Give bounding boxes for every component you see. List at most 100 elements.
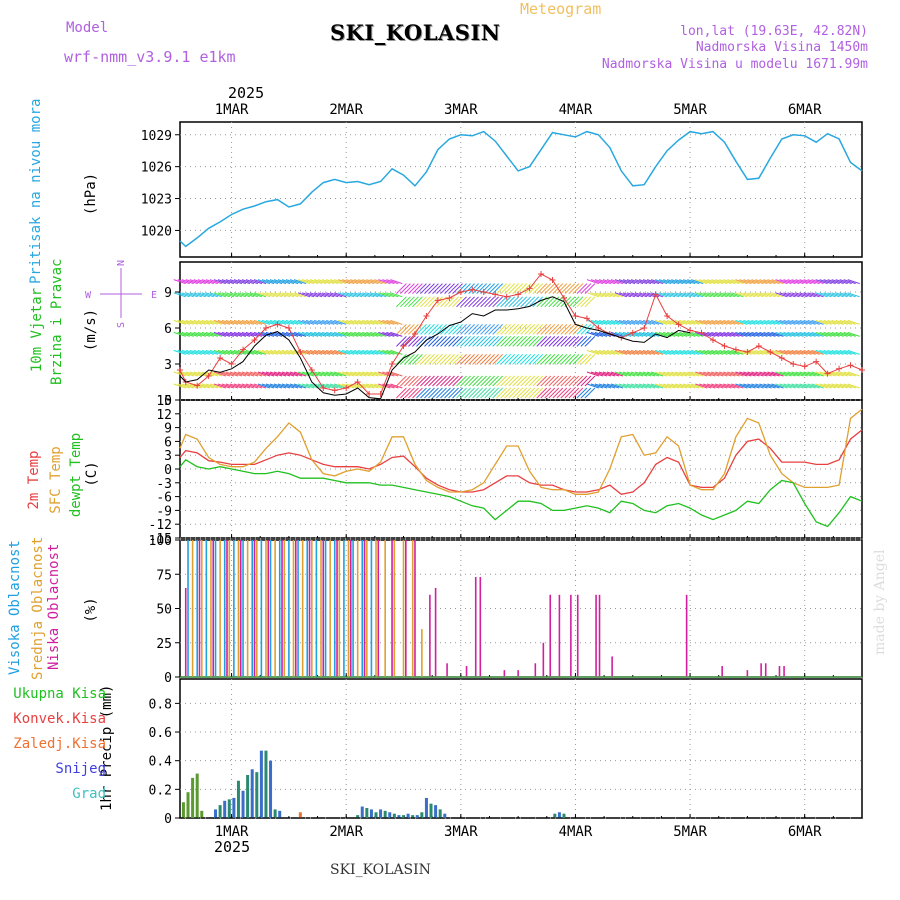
wind-barb — [544, 324, 556, 335]
wind-barb — [614, 349, 628, 355]
wind-barb — [305, 331, 319, 337]
wind-barb — [480, 375, 491, 387]
wind-barb — [420, 324, 431, 335]
wind-barb — [237, 319, 251, 325]
legend-snow: Snijeg — [55, 761, 106, 777]
wind-barb — [791, 349, 804, 355]
wind-barb — [317, 383, 331, 389]
wind-barb — [424, 336, 435, 347]
wind-barb — [366, 319, 379, 325]
y-tick-label: 0.6 — [149, 726, 172, 741]
wind-barb — [484, 354, 495, 365]
wind-barb — [512, 387, 524, 399]
wind-barb — [197, 319, 210, 325]
wind-barb — [370, 371, 383, 377]
wind-barb — [209, 331, 222, 337]
wind-barb — [755, 349, 768, 355]
wind-barb — [715, 331, 728, 337]
wind-barb — [416, 336, 427, 347]
wind-barb — [739, 292, 752, 298]
wind-barb — [456, 354, 467, 365]
wind-barb — [249, 292, 263, 298]
y-tick-label: -15 — [149, 532, 172, 547]
wind-barb — [532, 283, 544, 294]
wind-barb — [642, 319, 656, 325]
wind-barb — [675, 349, 688, 355]
wind-barb — [819, 331, 832, 337]
wind-barb — [330, 292, 343, 298]
wind-barb — [683, 383, 696, 389]
wind-barb — [504, 354, 516, 365]
wind-barb — [823, 383, 836, 389]
wind-barb — [667, 349, 680, 355]
wind-barb — [552, 354, 564, 365]
wind-barb — [436, 354, 447, 365]
wind-barb — [229, 331, 243, 337]
wind-barb — [630, 349, 644, 355]
wind-barb — [576, 283, 588, 294]
wind-barb — [560, 387, 572, 399]
wind-barb — [598, 292, 612, 298]
wind-barb — [452, 283, 463, 294]
wind-barb — [472, 283, 483, 294]
wind-barb — [568, 336, 580, 347]
wind-barb — [528, 283, 540, 294]
wind-gust-marker — [492, 291, 499, 298]
wind-barb — [815, 383, 828, 389]
wind-barb — [500, 296, 512, 308]
wind-barb — [205, 319, 218, 325]
wind-barb — [679, 319, 692, 325]
wind-barb — [548, 324, 560, 335]
wind-barb — [622, 383, 636, 389]
wind-barb — [273, 383, 287, 389]
wind-barb — [723, 371, 736, 377]
wind-barb — [743, 279, 756, 285]
wind-barb — [492, 387, 504, 399]
wind-barb — [586, 371, 600, 377]
wind-barb — [317, 349, 331, 355]
wind-barb — [424, 375, 435, 387]
wind-gust-marker — [629, 329, 636, 336]
wind-barb — [508, 387, 520, 399]
wind-barb — [205, 371, 218, 377]
day-label-top: 4MAR — [559, 102, 593, 118]
wind-barb — [241, 319, 255, 325]
wind-barb — [715, 371, 728, 377]
wind-barb — [330, 331, 343, 337]
wind-barb — [386, 319, 399, 325]
wind-barb — [197, 383, 210, 389]
wind-barb — [444, 283, 455, 294]
wind-barb — [536, 354, 548, 365]
wind-barb — [488, 375, 500, 387]
wind-barb — [699, 383, 712, 389]
wind-barb — [460, 296, 471, 308]
wind-barb — [520, 387, 532, 399]
wind-barb — [390, 383, 403, 389]
wind-barb — [261, 371, 275, 377]
wind-barb — [626, 383, 640, 389]
wind-barb — [823, 349, 836, 355]
wind-barb — [638, 383, 652, 389]
wind-barb — [847, 292, 860, 298]
wind-barb — [707, 349, 720, 355]
wind-barb — [496, 324, 508, 335]
wind-barb — [642, 292, 656, 298]
wind-barb — [564, 354, 576, 365]
wind-barb — [634, 383, 648, 389]
wind-barb — [568, 354, 580, 365]
wind-barb — [703, 371, 716, 377]
wind-barb — [456, 296, 467, 308]
wind-speed-line — [179, 296, 691, 400]
wind-barb — [309, 319, 323, 325]
wind-barb — [614, 279, 628, 285]
wind-barb — [767, 292, 780, 298]
wind-barb — [350, 279, 363, 285]
wind-barb — [707, 383, 720, 389]
wind-barb — [265, 331, 279, 337]
wind-barb — [671, 349, 684, 355]
wind-barb — [420, 354, 431, 365]
wind-barb — [229, 292, 243, 298]
wind-barb — [779, 319, 792, 325]
wind-barb — [683, 319, 696, 325]
wind-barb — [626, 292, 640, 298]
